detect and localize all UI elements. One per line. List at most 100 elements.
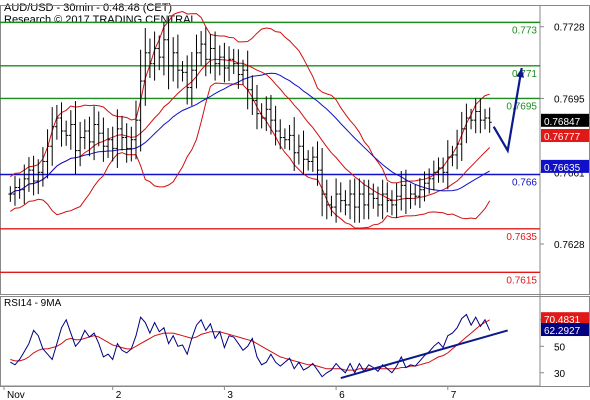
price-bar <box>36 159 41 195</box>
price-bar <box>273 105 278 146</box>
level-label: 0.7615 <box>506 275 537 286</box>
price-bar <box>380 179 385 220</box>
price-bar <box>389 190 394 216</box>
price-bar <box>8 186 13 202</box>
price-bar <box>334 178 339 223</box>
rsi-tag-label: 62.2927 <box>544 326 581 337</box>
price-bar <box>96 111 101 147</box>
rsi-tag <box>541 323 589 337</box>
price-bar <box>408 183 413 209</box>
price-bar <box>78 121 83 167</box>
price-bar <box>217 45 222 76</box>
price-bar <box>208 34 213 74</box>
price-bar <box>431 160 436 191</box>
price-bar <box>455 129 460 170</box>
price-bar <box>54 104 59 140</box>
level-label: 0.771 <box>512 69 537 80</box>
price-axis-tick-label: 0.7628 <box>554 240 585 251</box>
rsi-tag-label: 70.4831 <box>544 315 581 326</box>
level-label: 0.773 <box>512 25 537 36</box>
projection-arrow <box>492 67 523 154</box>
price-bar <box>268 94 273 135</box>
price-bar <box>371 183 376 209</box>
price-bar <box>59 102 64 147</box>
rsi-trendline <box>340 329 508 380</box>
price-bar <box>129 126 134 162</box>
price-bar <box>161 21 166 76</box>
price-bar <box>185 55 190 105</box>
price-bar <box>320 147 325 217</box>
bollinger-upper-band <box>10 10 490 184</box>
price-bar <box>227 46 232 82</box>
price-axis-tick-label: 0.7661 <box>554 168 585 179</box>
price-bar <box>115 109 120 168</box>
price-tag-label: 0.76777 <box>544 132 581 143</box>
price-bar <box>199 31 204 66</box>
price-bar <box>483 108 488 130</box>
price-bar <box>68 110 73 150</box>
price-bar <box>138 49 143 152</box>
price-tag <box>541 159 589 173</box>
price-bar <box>120 115 125 151</box>
price-axis-tick-label: 0.7695 <box>554 94 585 105</box>
price-bar <box>222 42 227 83</box>
price-bar <box>422 171 427 202</box>
moving-average-line <box>10 72 490 195</box>
price-bar <box>82 119 87 150</box>
price-bar <box>357 178 362 223</box>
price-bar <box>203 27 208 77</box>
price-bar <box>254 84 259 130</box>
price-bar <box>445 140 450 190</box>
price-bar <box>152 31 157 81</box>
time-axis-label: Nov <box>7 390 25 400</box>
rsi-tag <box>541 312 589 326</box>
price-bar <box>287 124 292 151</box>
price-bar <box>296 134 301 165</box>
price-bar <box>73 101 78 175</box>
price-tag-label: 0.76847 <box>544 117 581 128</box>
price-bar <box>464 103 469 144</box>
price-bar <box>459 111 464 162</box>
price-bar <box>403 169 408 215</box>
price-bar <box>362 179 367 220</box>
price-bar <box>106 127 111 158</box>
price-bar <box>329 195 334 217</box>
price-bar <box>45 129 50 179</box>
price-bar <box>473 98 478 134</box>
price-bar <box>213 31 218 81</box>
price-bar <box>50 107 55 166</box>
rsi-line <box>10 313 491 378</box>
bollinger-lower-band <box>10 82 491 229</box>
price-bar <box>417 177 422 208</box>
price-bar <box>366 179 371 220</box>
price-bar <box>478 98 483 134</box>
price-bar <box>236 49 241 89</box>
time-axis-label: 3 <box>227 390 233 400</box>
price-bar <box>171 37 176 82</box>
price-bar <box>427 168 432 194</box>
price-bar <box>64 120 69 146</box>
price-bar <box>175 34 180 89</box>
price-bar <box>12 175 17 206</box>
price-bar <box>315 141 320 186</box>
price-bar <box>394 183 399 218</box>
price-bar <box>278 119 283 150</box>
price-bar <box>292 117 297 172</box>
price-bar <box>40 147 45 187</box>
price-tag <box>541 113 589 127</box>
price-axis-tick-label: 0.7728 <box>554 23 585 34</box>
time-axis-label: 7 <box>451 390 457 400</box>
price-bar <box>301 130 306 175</box>
price-bar <box>110 126 115 162</box>
price-bar <box>250 75 255 115</box>
rsi-axis-tick-label: 50 <box>554 342 566 353</box>
price-tag <box>541 129 589 143</box>
price-bar <box>189 51 194 106</box>
price-bar <box>487 107 492 133</box>
rsi-panel-frame <box>0 296 590 387</box>
price-bar <box>441 157 446 183</box>
price-bar <box>348 179 353 220</box>
price-bar <box>17 178 22 199</box>
price-bar <box>124 123 129 163</box>
